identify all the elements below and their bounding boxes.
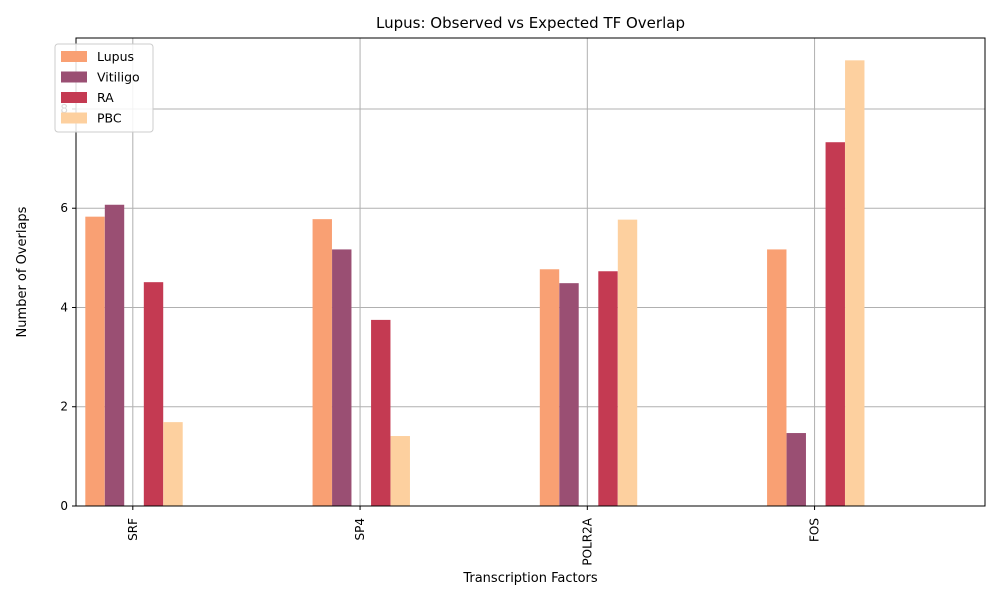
legend-label-pbc: PBC [97, 111, 122, 126]
y-tick-label: 0 [60, 499, 68, 513]
bar-lupus-fos [767, 249, 787, 506]
bar-pbc-polr2a [617, 219, 638, 506]
legend-swatch-pbc [61, 112, 87, 124]
y-tick-label: 4 [60, 300, 68, 314]
bar-lupus-sp4 [312, 219, 332, 507]
plot-frame [75, 37, 986, 507]
legend-label-vitiligo: Vitiligo [97, 70, 140, 85]
bar-ra-srf [143, 282, 164, 506]
x-tick-label: SP4 [353, 518, 367, 541]
legend-swatch-lupus [61, 51, 87, 62]
y-tick-label: 2 [60, 400, 68, 414]
chart-title: Lupus: Observed vs Expected TF Overlap [376, 14, 685, 32]
bars [85, 60, 865, 507]
legend-label-ra: RA [97, 90, 114, 105]
legend-label-lupus: Lupus [97, 49, 134, 64]
legend-swatch-vitiligo [61, 71, 87, 83]
bar-vitiligo-fos [786, 433, 806, 506]
bar-vitiligo-polr2a [559, 283, 579, 506]
legend: Lupus Vitiligo RA PBC [54, 43, 154, 133]
x-axis-label: Transcription Factors [462, 571, 598, 586]
y-axis-label: Number of Overlaps [15, 206, 30, 337]
bar-lupus-polr2a [539, 269, 560, 506]
bar-vitiligo-srf [104, 204, 125, 506]
bar-ra-polr2a [598, 271, 618, 506]
legend-swatch-ra [61, 92, 87, 103]
bar-pbc-srf [163, 422, 183, 506]
bar-pbc-fos [845, 60, 865, 507]
x-tick-label: FOS [808, 518, 822, 542]
legend-box [54, 43, 154, 133]
bar-lupus-srf [85, 216, 105, 507]
bar-ra-fos [825, 142, 845, 506]
x-tick-label: POLR2A [580, 517, 594, 565]
x-tick-label: SRF [126, 518, 140, 541]
bar-vitiligo-sp4 [332, 249, 352, 506]
bar-ra-sp4 [371, 319, 391, 506]
y-tick-label: 6 [60, 201, 68, 215]
bar-pbc-sp4 [390, 436, 410, 506]
